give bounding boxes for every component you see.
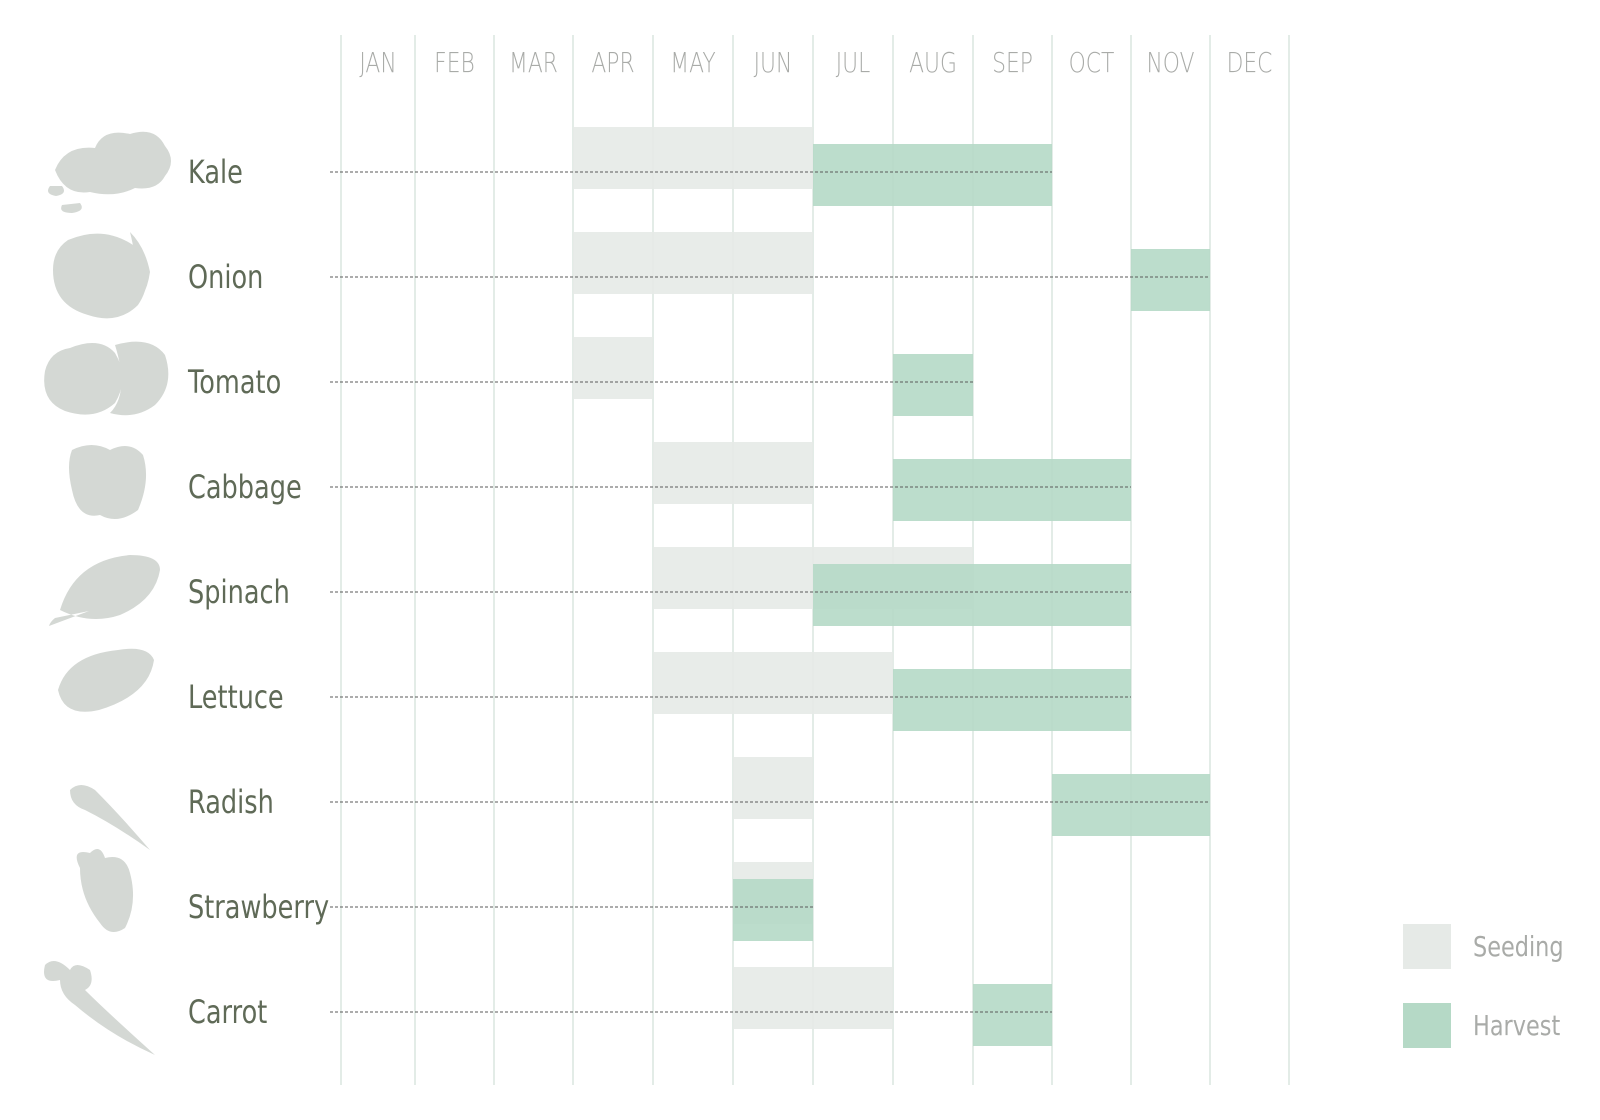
month-label-feb: FEB [434, 46, 475, 78]
crop-label-carrot: Carrot [188, 993, 267, 1031]
legend-label-harvest: Harvest [1473, 1008, 1560, 1041]
crop-label-lettuce: Lettuce [188, 678, 284, 716]
legend-swatch-seeding [1403, 924, 1451, 969]
harvest-bar-carrot [973, 984, 1052, 1046]
seeding-bar-radish [733, 757, 813, 819]
bars [573, 127, 1210, 1046]
lettuce-icon [58, 648, 154, 712]
seeding-bar-cabbage [653, 442, 813, 504]
month-label-oct: OCT [1069, 46, 1115, 78]
harvest-bar-strawberry [733, 879, 813, 941]
harvest-bar-kale [813, 144, 1052, 206]
harvest-bar-tomato [893, 354, 973, 416]
crop-label-onion: Onion [188, 258, 263, 296]
month-label-dec: DEC [1227, 46, 1273, 78]
legend-swatch-harvest [1403, 1003, 1451, 1048]
harvest-bar-onion [1131, 249, 1210, 311]
carrot-icon [44, 961, 155, 1055]
month-label-jul: JUL [836, 46, 871, 78]
cabbage-icon [69, 445, 147, 519]
harvest-bar-spinach [813, 564, 1131, 626]
crop-label-spinach: Spinach [188, 573, 290, 611]
kale-icon [48, 131, 171, 213]
harvest-bar-cabbage [893, 459, 1131, 521]
crop-rows [330, 171, 1210, 1013]
harvest-bar-radish [1052, 774, 1210, 836]
month-label-sep: SEP [992, 46, 1033, 78]
month-label-may: MAY [670, 46, 715, 78]
seeding-bar-onion [573, 232, 813, 294]
radish-icon [45, 765, 150, 850]
month-axis: JAN FEB MAR APR MAY JUN JUL AUG SEP OCT NOV DEC [359, 46, 1272, 78]
crop-labels: Kale Onion Tomato Cabbage Spinach Lettuce Radi… [187, 153, 329, 1031]
month-label-jun: JUN [754, 46, 793, 78]
seeding-bar-kale [573, 127, 813, 189]
crop-label-radish: Radish [188, 783, 274, 821]
onion-icon [53, 232, 150, 319]
month-label-nov: NOV [1146, 46, 1194, 78]
seeding-bar-tomato [573, 337, 653, 399]
strawberry-icon [76, 849, 134, 932]
crop-icons [44, 131, 171, 1055]
crop-label-tomato: Tomato [187, 363, 281, 401]
tomato-icon [44, 341, 169, 416]
month-label-aug: AUG [909, 46, 957, 78]
legend-label-seeding: Seeding [1473, 929, 1564, 962]
crop-label-strawberry: Strawberry [188, 888, 329, 926]
spinach-icon [49, 555, 160, 626]
month-label-jan: JAN [359, 46, 396, 78]
legend: Seeding Harvest [1403, 924, 1564, 1048]
harvest-bar-lettuce [893, 669, 1131, 731]
seeding-bar-carrot [733, 967, 893, 1029]
crop-label-cabbage: Cabbage [188, 468, 302, 506]
month-label-mar: MAR [509, 46, 558, 78]
seeding-bar-lettuce [653, 652, 893, 714]
month-label-apr: APR [591, 46, 634, 78]
crop-label-kale: Kale [188, 153, 243, 191]
